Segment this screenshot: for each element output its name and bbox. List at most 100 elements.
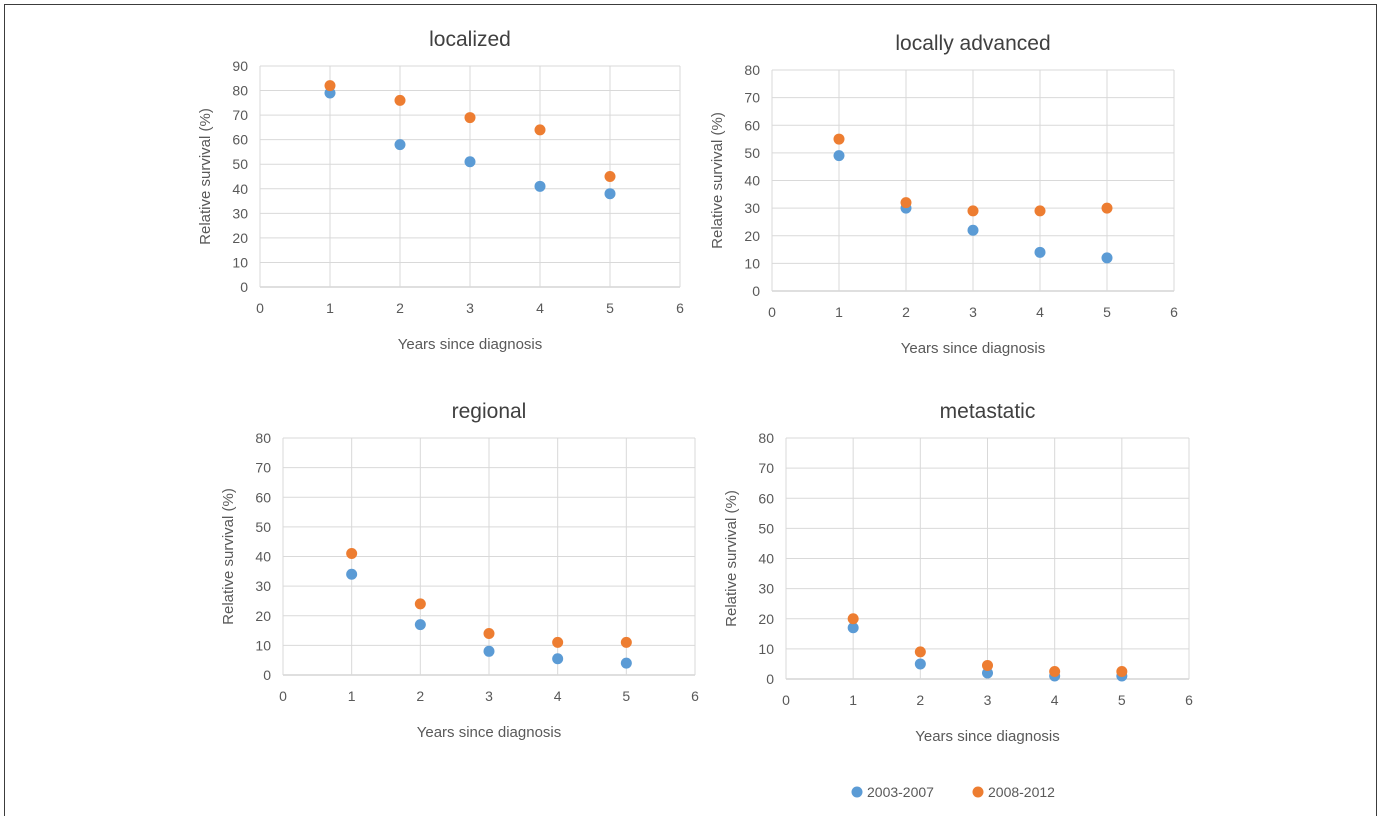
y-axis-title: Relative survival (%) (220, 488, 237, 625)
data-point-2008-2012 (967, 205, 979, 217)
data-point-2003-2007 (346, 568, 358, 580)
data-point-2003-2007 (847, 622, 859, 634)
x-tick-label: 0 (279, 688, 287, 704)
data-point-2003-2007 (1101, 252, 1113, 264)
y-tick-label: 10 (758, 641, 774, 657)
y-tick-label: 10 (744, 255, 760, 271)
y-tick-label: 30 (758, 581, 774, 597)
y-tick-label: 50 (744, 145, 760, 161)
data-point-2008-2012 (982, 659, 993, 671)
legend-marker-2003-2007 (851, 786, 863, 798)
y-tick-label: 40 (744, 173, 760, 189)
y-tick-label: 50 (255, 519, 271, 535)
data-point-2003-2007 (394, 139, 406, 151)
x-tick-label: 5 (622, 688, 630, 704)
data-point-2008-2012 (914, 646, 926, 658)
x-axis-title: Years since diagnosis (398, 336, 543, 353)
x-tick-label: 6 (676, 300, 684, 316)
x-tick-label: 0 (256, 300, 264, 316)
data-point-2003-2007 (833, 150, 845, 162)
x-tick-label: 0 (768, 304, 776, 320)
data-point-2003-2007 (967, 224, 979, 236)
data-point-2008-2012 (464, 112, 476, 124)
y-tick-label: 60 (758, 490, 774, 506)
data-point-2008-2012 (1034, 205, 1046, 217)
data-point-2008-2012 (847, 613, 859, 625)
figure-frame (4, 4, 1377, 816)
y-tick-label: 70 (255, 460, 271, 476)
x-tick-label: 6 (1170, 304, 1178, 320)
x-axis-title: Years since diagnosis (417, 724, 562, 741)
data-point-2008-2012 (483, 628, 495, 640)
data-point-2003-2007 (914, 658, 926, 670)
y-tick-label: 10 (232, 254, 248, 270)
x-axis-title: Years since diagnosis (901, 340, 1046, 357)
y-tick-label: 0 (752, 283, 760, 299)
chart-panel-localized: 0 10 20 30 40 50 60 70 80 90 0 1 2 3 4 5 6 localized Years… (197, 28, 684, 353)
data-point-2003-2007 (464, 156, 476, 168)
x-tick-label: 1 (849, 692, 857, 708)
x-tick-label: 4 (1036, 304, 1044, 320)
data-point-2008-2012 (1049, 665, 1061, 677)
y-tick-label: 30 (744, 200, 760, 216)
data-point-2008-2012 (1116, 665, 1128, 677)
y-tick-label: 80 (758, 430, 774, 446)
data-point-2008-2012 (900, 197, 912, 209)
data-point-2003-2007 (534, 180, 546, 192)
y-tick-label: 80 (255, 430, 271, 446)
x-tick-label: 5 (606, 300, 614, 316)
x-tick-label: 4 (536, 300, 544, 316)
data-point-2008-2012 (604, 171, 616, 182)
x-tick-label: 3 (984, 692, 992, 708)
data-point-2003-2007 (620, 657, 632, 669)
x-tick-label: 6 (691, 688, 699, 704)
chart-legend: 2003-2007 2008-2012 (851, 784, 1055, 800)
chart-panel-regional: 0 10 20 30 40 50 60 70 80 0 1 2 3 4 5 6 regional Years si… (220, 400, 699, 741)
y-tick-label: 0 (240, 279, 248, 295)
y-tick-label: 0 (766, 671, 774, 687)
y-tick-label: 30 (232, 205, 248, 221)
data-point-2003-2007 (1034, 246, 1046, 258)
x-tick-label: 5 (1118, 692, 1126, 708)
y-tick-label: 30 (255, 578, 271, 594)
data-point-2003-2007 (982, 667, 993, 679)
y-tick-label: 80 (744, 62, 760, 78)
x-tick-label: 3 (466, 300, 474, 316)
y-axis-title: Relative survival (%) (723, 490, 740, 627)
data-point-2003-2007 (483, 645, 495, 657)
x-tick-label: 4 (1051, 692, 1059, 708)
y-tick-label: 0 (263, 667, 271, 683)
x-tick-label: 3 (969, 304, 977, 320)
data-point-2008-2012 (552, 636, 564, 648)
y-axis-title: Relative survival (%) (197, 108, 214, 245)
y-tick-label: 20 (232, 230, 248, 246)
y-tick-label: 60 (744, 117, 760, 133)
y-tick-label: 60 (232, 132, 248, 148)
x-tick-label: 2 (416, 688, 424, 704)
x-tick-label: 1 (835, 304, 843, 320)
y-tick-label: 50 (758, 520, 774, 536)
chart-title: regional (452, 400, 527, 423)
y-tick-label: 70 (744, 90, 760, 106)
x-tick-label: 6 (1185, 692, 1193, 708)
chart-panel-metastatic: 0 10 20 30 40 50 60 70 80 0 1 2 3 4 5 6 metastatic Years … (723, 400, 1193, 745)
x-tick-label: 1 (326, 300, 334, 316)
y-tick-label: 70 (758, 460, 774, 476)
chart-title: localized (429, 28, 511, 51)
data-point-2003-2007 (604, 188, 616, 200)
x-axis-title: Years since diagnosis (915, 728, 1060, 745)
x-tick-label: 2 (396, 300, 404, 316)
y-tick-label: 90 (232, 58, 248, 74)
y-tick-label: 70 (232, 107, 248, 123)
data-point-2008-2012 (620, 636, 632, 648)
y-tick-label: 40 (255, 549, 271, 565)
y-tick-label: 20 (255, 608, 271, 624)
x-tick-label: 4 (554, 688, 562, 704)
x-tick-label: 2 (916, 692, 924, 708)
y-tick-label: 60 (255, 489, 271, 505)
data-point-2008-2012 (324, 80, 336, 92)
x-tick-label: 2 (902, 304, 910, 320)
y-tick-label: 20 (744, 228, 760, 244)
legend-label: 2008-2012 (988, 784, 1055, 800)
